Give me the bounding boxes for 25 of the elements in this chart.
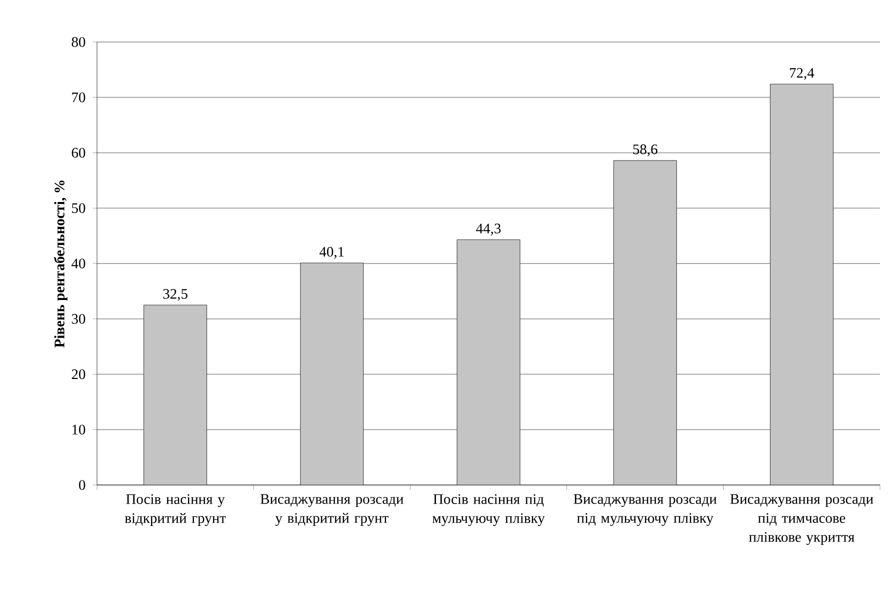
y-tick-label: 60 [72, 148, 86, 158]
y-tick-label: 70 [72, 92, 86, 102]
data-label: 32,5 [163, 289, 188, 301]
x-tick-label: Висаджування розсади у відкритий грунт [260, 494, 404, 526]
y-tick-label: 50 [72, 203, 86, 214]
bar [144, 305, 207, 485]
x-tick-label: Посів насіння у відкритий грунт [124, 494, 226, 526]
bar [300, 262, 364, 485]
data-label: 58,6 [633, 144, 658, 156]
x-tick-label: Посів насіння під мульчуючу плівку [432, 494, 545, 526]
bar [614, 160, 677, 485]
y-tick-label: 40 [71, 258, 86, 268]
y-axis-title: Рівень рентабельності, % [54, 180, 68, 348]
y-tick-label: 80 [72, 37, 86, 47]
y-tick-label: 10 [72, 424, 86, 435]
x-tick-label: Висаджування розсади під мульчуючу плівку [574, 494, 717, 526]
y-tick-label: 30 [72, 314, 86, 324]
y-tick-label: 0 [79, 480, 86, 490]
x-tick-label: Висаджування розсади під тимчасове плівкове укриття [730, 494, 874, 545]
y-tick-label: 20 [72, 369, 86, 380]
data-label: 40,1 [319, 246, 344, 259]
data-label: 72,4 [790, 68, 814, 80]
bar [770, 84, 834, 485]
bar [457, 240, 520, 485]
data-label: 44,3 [476, 224, 501, 236]
